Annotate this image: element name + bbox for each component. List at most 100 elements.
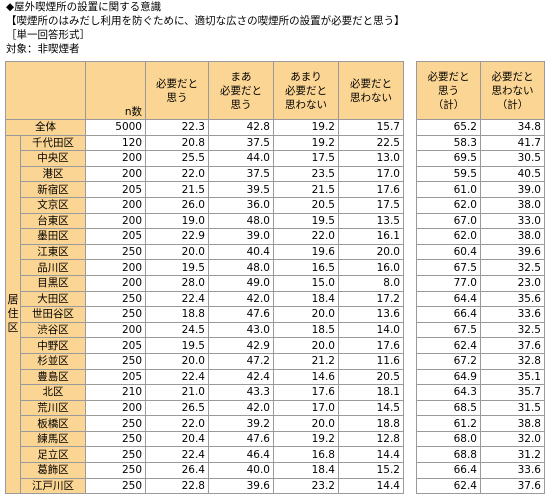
survey-title: ◆屋外喫煙所の設置に関する意識 (6, 1, 162, 13)
n-cell: 200 (85, 259, 146, 276)
value-cell: 26.5 (145, 399, 209, 417)
summary-row: 68.5 31.5 (416, 399, 545, 417)
sum-cell: 38.8 (480, 415, 545, 432)
ward-row: 足立区 250 22.4 46.4 16.8 14.4 (6, 446, 404, 464)
value-cell: 20.0 (273, 306, 339, 323)
row-label: 荒川区 (20, 399, 86, 417)
value-cell: 17.5 (273, 150, 339, 167)
value-cell: 42.4 (208, 368, 274, 386)
value-cell: 26.4 (145, 462, 209, 479)
ward-row: 江東区 250 20.0 40.4 19.6 20.0 (6, 243, 404, 261)
row-label: 品川区 (20, 259, 86, 276)
summary-row: 67.5 32.5 (416, 259, 545, 276)
value-cell: 20.0 (338, 243, 404, 261)
sum-cell: 62.4 (416, 477, 481, 494)
sum-cell: 61.2 (416, 415, 481, 432)
summary-row: 61.0 39.0 (416, 181, 545, 198)
sum-cell: 69.5 (416, 150, 481, 167)
sum-cell: 30.5 (480, 150, 545, 167)
summary-row: 77.0 23.0 (416, 274, 545, 292)
sum-cell: 58.3 (416, 134, 481, 152)
value-cell: 48.0 (208, 259, 274, 276)
sum-cell: 68.5 (416, 399, 481, 417)
value-cell: 18.5 (273, 321, 339, 339)
value-cell: 47.2 (208, 352, 274, 370)
value-cell: 22.0 (145, 165, 209, 183)
row-label: 千代田区 (20, 134, 86, 152)
sum-cell: 62.4 (416, 337, 481, 354)
n-cell: 250 (85, 430, 146, 448)
row-label: 葛飾区 (20, 462, 86, 479)
sum-cell: 77.0 (416, 274, 481, 292)
sum-cell: 67.2 (416, 352, 481, 370)
ward-row: 中央区 200 25.5 44.0 17.5 13.0 (6, 150, 404, 167)
value-cell: 14.4 (338, 446, 404, 464)
value-cell: 17.6 (338, 181, 404, 198)
row-label: 世田谷区 (20, 306, 86, 323)
n-cell: 120 (85, 134, 146, 152)
value-cell: 18.4 (273, 290, 339, 308)
survey-statement: 【喫煙所のはみだし利用を防ぐために、適切な広さの喫煙所の設置が必要だと思う】 (6, 15, 405, 27)
row-label: 大田区 (20, 290, 86, 308)
sum-cell: 65.2 (416, 119, 481, 136)
col-header-necessary-total: 必要だと 思う （計） (416, 61, 481, 120)
region-label: 居住区 (5, 134, 21, 494)
summary-row: 66.4 33.6 (416, 306, 545, 323)
value-cell: 19.5 (145, 337, 209, 354)
value-cell: 14.0 (338, 321, 404, 339)
n-cell: 205 (85, 368, 146, 386)
value-cell: 17.6 (338, 337, 404, 354)
sum-cell: 32.5 (480, 259, 545, 276)
value-cell: 39.5 (208, 181, 274, 198)
sum-cell: 32.0 (480, 430, 545, 448)
n-cell: 200 (85, 165, 146, 183)
sum-cell: 39.0 (480, 181, 545, 198)
value-cell: 20.5 (338, 368, 404, 386)
value-cell: 36.0 (208, 196, 274, 214)
row-label: 全体 (5, 119, 86, 136)
summary-row: 66.4 33.6 (416, 462, 545, 479)
ward-row: 江戸川区 250 22.8 39.6 23.2 14.4 (6, 477, 404, 494)
row-label: 江東区 (20, 243, 86, 261)
n-cell: 250 (85, 477, 146, 494)
value-cell: 15.7 (338, 119, 404, 136)
sum-cell: 41.7 (480, 134, 545, 152)
summary-row: 59.5 40.5 (416, 165, 545, 183)
ward-row: 墨田区 205 22.9 39.0 22.0 16.1 (6, 228, 404, 245)
n-cell: 205 (85, 181, 146, 198)
summary-row: 67.2 32.8 (416, 352, 545, 370)
col-header-not-necessary-total: 必要だと 思わない （計） (480, 61, 545, 120)
value-cell: 37.5 (208, 134, 274, 152)
value-cell: 22.4 (145, 446, 209, 464)
value-cell: 17.2 (338, 290, 404, 308)
value-cell: 20.4 (145, 430, 209, 448)
n-cell: 200 (85, 150, 146, 167)
value-cell: 20.0 (145, 243, 209, 261)
row-label: 文京区 (20, 196, 86, 214)
sum-cell: 23.0 (480, 274, 545, 292)
sum-cell: 37.6 (480, 337, 545, 354)
row-label: 足立区 (20, 446, 86, 464)
summary-row: 62.4 37.6 (416, 337, 545, 354)
value-cell: 25.5 (145, 150, 209, 167)
row-label: 江戸川区 (20, 477, 86, 494)
value-cell: 44.0 (208, 150, 274, 167)
n-cell: 205 (85, 228, 146, 245)
summary-table: 必要だと 思う （計） 必要だと 思わない （計） 65.2 34.8 58.3 41.7 69… (416, 61, 545, 494)
summary-row: 68.0 32.0 (416, 430, 545, 448)
n-cell: 250 (85, 415, 146, 432)
value-cell: 22.9 (145, 228, 209, 245)
value-cell: 13.6 (338, 306, 404, 323)
ward-row: 文京区 200 26.0 36.0 20.5 17.5 (6, 196, 404, 214)
value-cell: 39.6 (208, 477, 274, 494)
sum-cell: 62.0 (416, 228, 481, 245)
ward-row: 新宿区 205 21.5 39.5 21.5 17.6 (6, 181, 404, 198)
row-label: 新宿区 (20, 181, 86, 198)
value-cell: 21.5 (145, 181, 209, 198)
n-cell: 200 (85, 321, 146, 339)
row-label: 板橋区 (20, 415, 86, 432)
value-cell: 22.3 (145, 119, 209, 136)
n-cell: 250 (85, 306, 146, 323)
value-cell: 18.4 (273, 462, 339, 479)
value-cell: 18.8 (338, 415, 404, 432)
